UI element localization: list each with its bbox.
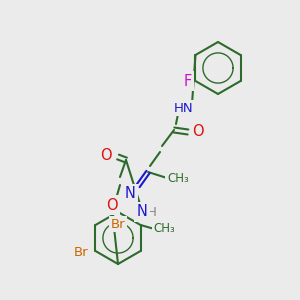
Text: CH₃: CH₃	[167, 172, 189, 184]
Text: Br: Br	[111, 218, 125, 230]
Text: HN: HN	[174, 101, 194, 115]
Text: N: N	[136, 205, 147, 220]
Text: O: O	[106, 197, 118, 212]
Text: N: N	[124, 187, 135, 202]
Text: CH₃: CH₃	[154, 223, 175, 236]
Text: O: O	[100, 148, 112, 163]
Text: H: H	[147, 206, 157, 218]
Text: O: O	[192, 124, 204, 140]
Text: F: F	[183, 74, 192, 88]
Text: Br: Br	[74, 245, 89, 259]
